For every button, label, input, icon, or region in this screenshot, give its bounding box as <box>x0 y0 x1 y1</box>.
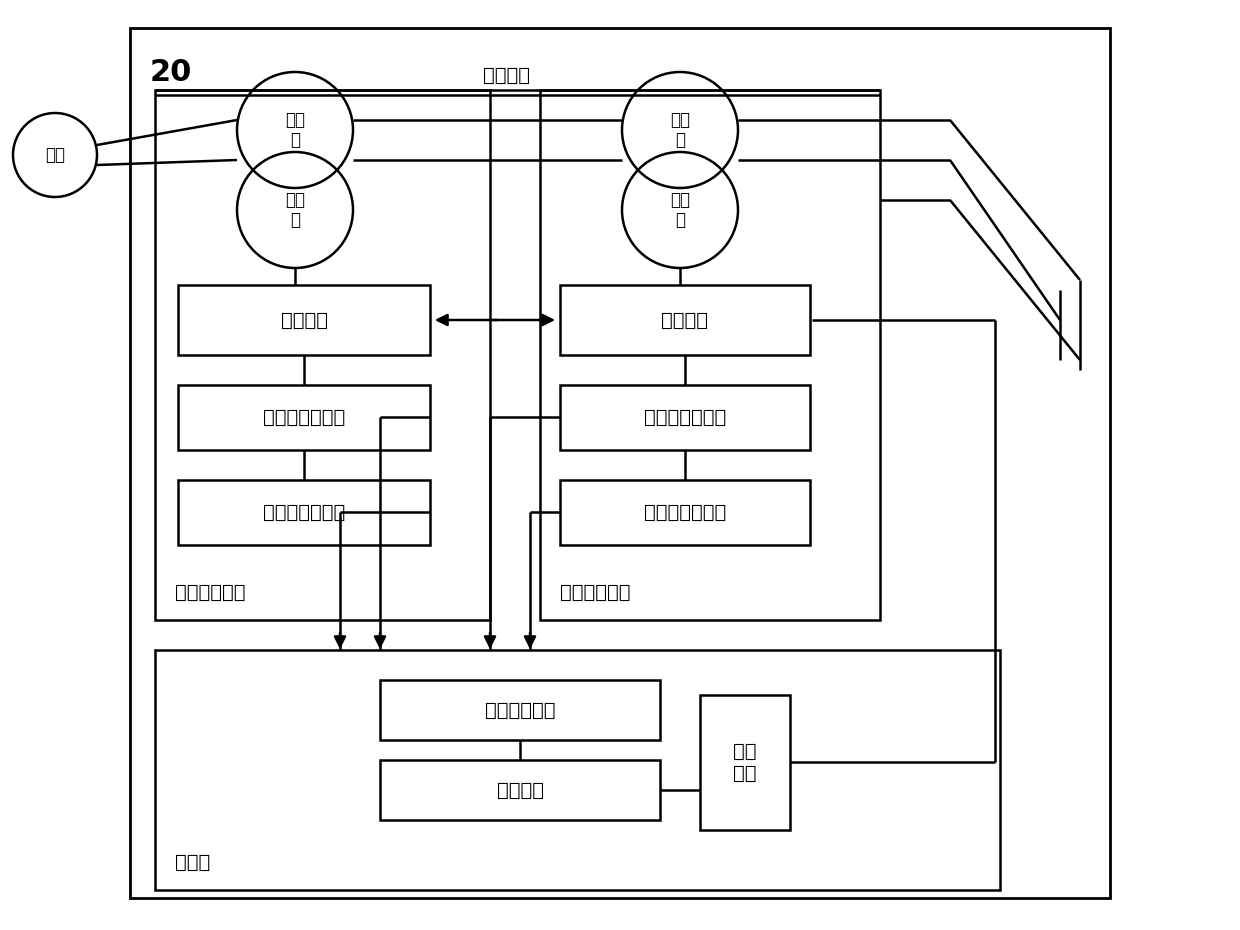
Text: 反馈接收单元: 反馈接收单元 <box>485 700 556 720</box>
Text: 送丝
轮: 送丝 轮 <box>670 111 689 150</box>
Text: 送丝
轮: 送丝 轮 <box>285 111 305 150</box>
Bar <box>379 760 660 820</box>
Text: 焊丝: 焊丝 <box>45 146 64 164</box>
Text: 送丝
轮: 送丝 轮 <box>285 191 305 230</box>
Bar <box>701 695 790 830</box>
Text: 第一电流传感器: 第一电流传感器 <box>263 503 345 522</box>
Text: 第一电机: 第一电机 <box>280 311 327 329</box>
Text: 送丝通路: 送丝通路 <box>484 65 531 85</box>
Text: 第二速度传感器: 第二速度传感器 <box>644 408 727 427</box>
Bar <box>560 480 810 545</box>
Bar <box>179 385 430 450</box>
Text: 第一速度传感器: 第一速度传感器 <box>263 408 345 427</box>
Bar <box>539 90 880 620</box>
Text: 驱动
单元: 驱动 单元 <box>733 742 756 783</box>
Bar <box>379 680 660 740</box>
Text: 第一送丝单元: 第一送丝单元 <box>175 583 246 602</box>
Bar <box>155 90 490 620</box>
Text: 20: 20 <box>150 58 192 87</box>
Bar <box>130 28 1110 898</box>
Bar <box>155 650 999 890</box>
Bar <box>560 385 810 450</box>
Text: 第二电机: 第二电机 <box>661 311 708 329</box>
Bar <box>179 480 430 545</box>
Bar <box>560 285 810 355</box>
Text: 送丝
轮: 送丝 轮 <box>670 191 689 230</box>
Bar <box>179 285 430 355</box>
Text: 第二送丝单元: 第二送丝单元 <box>560 583 630 602</box>
Text: 第二电流传感器: 第二电流传感器 <box>644 503 727 522</box>
Text: 控制单元: 控制单元 <box>496 780 543 800</box>
Text: 控制器: 控制器 <box>175 853 211 872</box>
